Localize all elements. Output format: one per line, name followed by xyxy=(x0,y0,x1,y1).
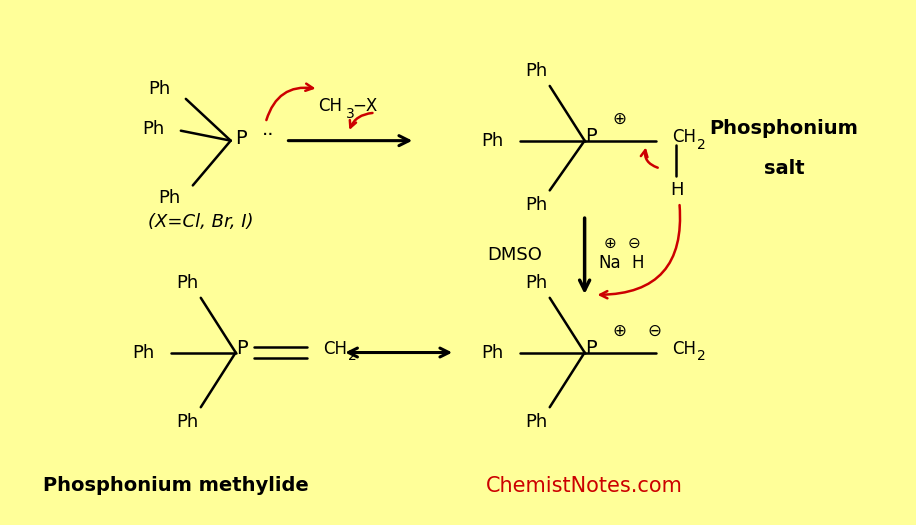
Text: Ph: Ph xyxy=(158,190,180,207)
Text: ··: ·· xyxy=(262,126,275,145)
Text: ChemistNotes.com: ChemistNotes.com xyxy=(486,476,683,496)
Text: Phosphonium methylide: Phosphonium methylide xyxy=(43,476,309,495)
Text: ⊖: ⊖ xyxy=(628,236,641,250)
Text: Ph: Ph xyxy=(526,62,548,80)
Text: Ph: Ph xyxy=(526,413,548,431)
Text: CH: CH xyxy=(319,97,343,115)
Text: salt: salt xyxy=(764,159,804,178)
Text: ⊕: ⊕ xyxy=(613,322,627,340)
Text: P: P xyxy=(235,339,247,358)
Text: CH: CH xyxy=(672,128,696,145)
Text: CH: CH xyxy=(323,340,347,358)
Text: H: H xyxy=(631,254,644,272)
Text: 2: 2 xyxy=(697,350,706,363)
Text: P: P xyxy=(584,127,596,146)
Text: CH: CH xyxy=(672,340,696,358)
Text: Ph: Ph xyxy=(481,132,503,150)
Text: P: P xyxy=(584,339,596,358)
Text: 3: 3 xyxy=(346,107,354,121)
Text: Ph: Ph xyxy=(526,274,548,292)
Text: Ph: Ph xyxy=(526,196,548,214)
Text: Ph: Ph xyxy=(147,80,170,98)
Text: Ph: Ph xyxy=(481,343,503,362)
Text: Ph: Ph xyxy=(132,343,154,362)
Text: Phosphonium: Phosphonium xyxy=(710,119,858,138)
Text: 2: 2 xyxy=(348,350,357,363)
Text: ⊕: ⊕ xyxy=(603,236,616,250)
Text: 2: 2 xyxy=(697,138,706,152)
Text: H: H xyxy=(671,181,684,200)
Text: DMSO: DMSO xyxy=(487,246,542,264)
Text: Ph: Ph xyxy=(177,413,199,431)
Text: (X=Cl, Br, I): (X=Cl, Br, I) xyxy=(148,213,254,231)
Text: Na: Na xyxy=(598,254,621,272)
Text: ⊕: ⊕ xyxy=(613,110,627,128)
Text: −X: −X xyxy=(353,97,378,115)
Text: P: P xyxy=(234,129,246,148)
Text: ⊖: ⊖ xyxy=(648,322,661,340)
Text: Ph: Ph xyxy=(142,120,164,138)
Text: Ph: Ph xyxy=(177,274,199,292)
